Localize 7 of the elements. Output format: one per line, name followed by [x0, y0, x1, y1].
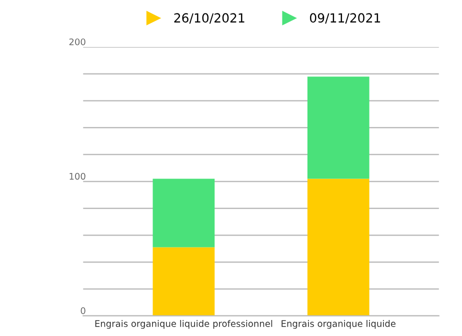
y-tick-label: 200 — [69, 38, 86, 46]
legend-label: 09/11/2021 — [310, 13, 380, 24]
legend-label: 26/10/2021 — [174, 13, 244, 24]
y-tick-label: 100 — [70, 172, 86, 180]
y-tick-label: 0 — [80, 307, 86, 314]
x-tick-label: Engrais organique liquide professionnel — [95, 320, 272, 329]
x-tick-label: Engrais organique liquide — [282, 320, 396, 329]
